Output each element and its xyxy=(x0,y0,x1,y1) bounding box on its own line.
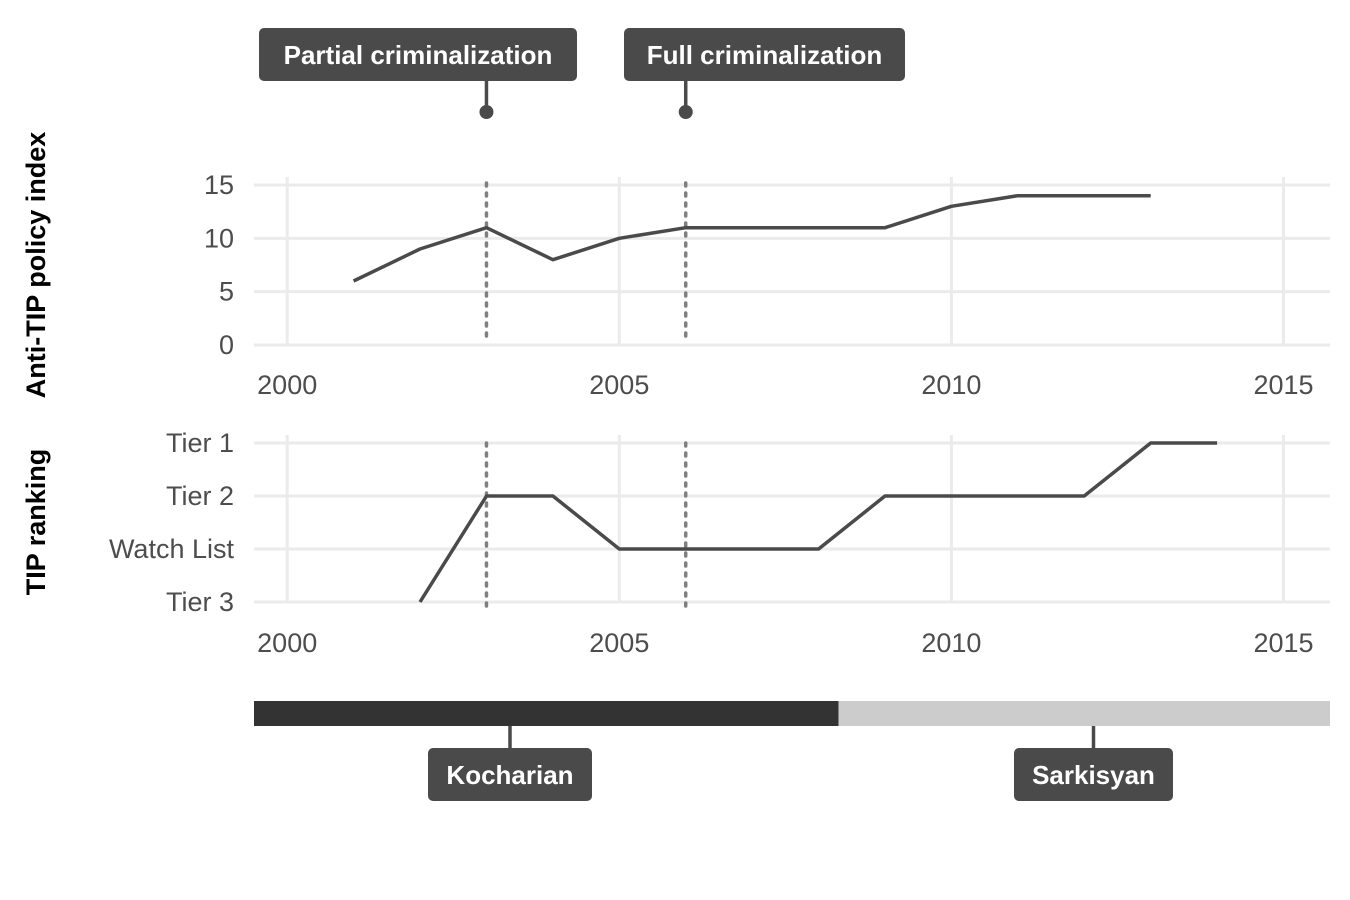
y-axis-title: TIP ranking xyxy=(21,449,51,596)
x-tick-label: 2005 xyxy=(589,628,649,658)
y-axis-title: Anti-TIP policy index xyxy=(21,132,51,399)
series-line xyxy=(418,441,1218,603)
event-label-dot xyxy=(479,105,494,119)
president-term-bar xyxy=(838,701,1330,726)
president-label-box xyxy=(1014,748,1173,801)
event-label: Partial criminalization xyxy=(284,40,553,70)
x-tick-label: 2000 xyxy=(257,628,317,658)
series-line xyxy=(352,193,1151,283)
y-tick-label: 10 xyxy=(204,223,234,253)
tip-ranking-panel: Tier 3 Watch List Tier 2 Tier 1 2000 2005 2010… xyxy=(21,428,1330,658)
x-tick-label: 2015 xyxy=(1253,628,1313,658)
y-tick-label: Tier 2 xyxy=(166,481,234,511)
event-labels: Partial criminalization Full criminalizat… xyxy=(259,28,905,119)
president-bar: Kocharian Sarkisyan xyxy=(254,701,1330,801)
y-tick-label: 0 xyxy=(219,330,234,360)
x-tick-label: 2010 xyxy=(921,370,981,400)
y-tick-label: Tier 3 xyxy=(166,587,234,617)
president-label-box xyxy=(428,748,592,801)
event-label-box xyxy=(624,28,905,81)
event-label-dot xyxy=(678,105,693,119)
president-term-bar xyxy=(254,701,839,726)
y-tick-label: Watch List xyxy=(109,534,235,564)
y-tick-label: Tier 1 xyxy=(166,428,234,458)
x-tick-label: 2005 xyxy=(589,370,649,400)
x-tick-label: 2000 xyxy=(257,370,317,400)
event-label-box xyxy=(259,28,577,81)
policy-index-panel: 0 5 10 15 2000 2005 2010 2015 Anti-TIP policy in… xyxy=(21,132,1330,400)
president-label: Sarkisyan xyxy=(1032,760,1155,790)
event-label: Full criminalization xyxy=(647,40,882,70)
x-tick-label: 2010 xyxy=(921,628,981,658)
y-tick-label: 15 xyxy=(204,170,234,200)
president-label: Kocharian xyxy=(446,760,573,790)
y-tick-label: 5 xyxy=(219,277,234,307)
x-tick-label: 2015 xyxy=(1253,370,1313,400)
